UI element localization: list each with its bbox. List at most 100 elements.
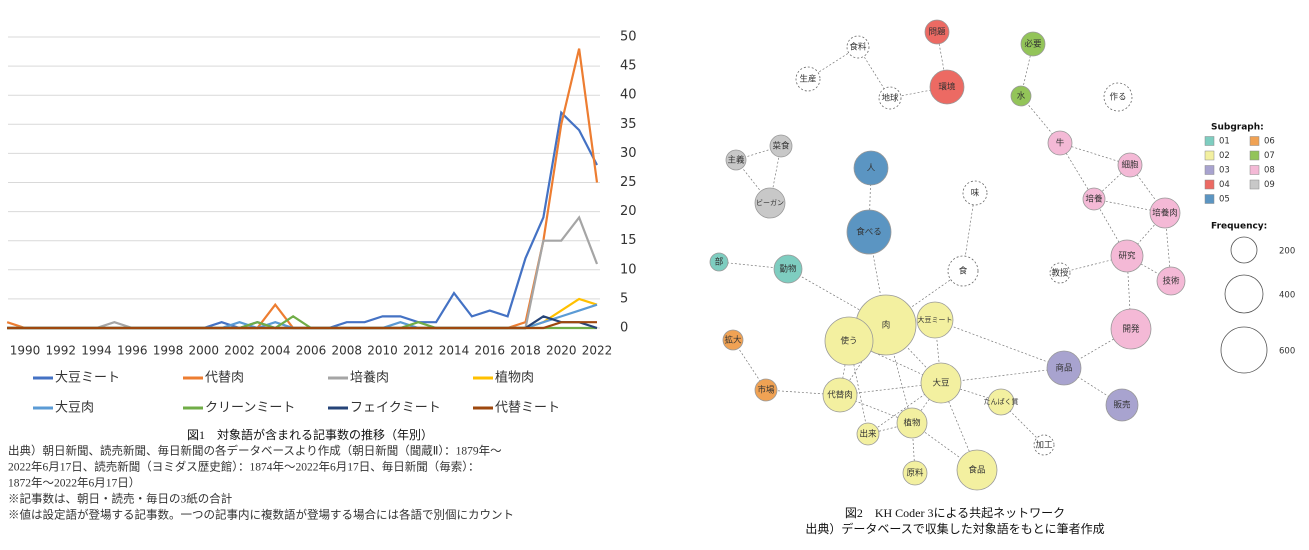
legend-label: 培養肉 [350, 370, 389, 386]
node-label: 動物 [779, 264, 797, 275]
node [846, 35, 870, 59]
node [1110, 308, 1152, 350]
x-tick-label: 1990 [10, 344, 41, 358]
fig2-caption: 図2 KH Coder 3による共起ネットワーク [845, 506, 1065, 520]
legend-swatch [1204, 194, 1215, 204]
note: 2022年6月17日、読売新聞（ヨミダス歴史館）：1874年～2022年6月17… [8, 460, 480, 474]
legend-label: クリーンミート [205, 401, 295, 416]
x-tick-label: 2022 [582, 344, 613, 358]
edge [1093, 198, 1128, 257]
node-label: 販売 [1113, 400, 1131, 411]
node-label: 商品 [1055, 363, 1072, 374]
node [856, 422, 880, 446]
legend-label: 代替肉 [205, 371, 244, 386]
node [902, 460, 928, 486]
node [1156, 266, 1186, 296]
node-label: 水 [1017, 91, 1026, 102]
x-tick-label: 1994 [81, 344, 112, 358]
node [916, 301, 954, 339]
edge [787, 268, 887, 326]
node-label: 環境 [938, 82, 956, 93]
node [754, 187, 786, 219]
legend-label: 05 [1219, 195, 1230, 205]
node [878, 86, 902, 110]
fig1-caption: 図1 対象語が含まれる記事数の推移（年別） [187, 427, 433, 442]
legend-label: 植物肉 [495, 371, 534, 386]
x-tick-label: 2020 [546, 344, 577, 358]
legend-swatch [1249, 165, 1260, 175]
legend-label: 07 [1264, 151, 1275, 161]
y-tick-label: 50 [620, 30, 637, 45]
legend-label: 04 [1219, 180, 1230, 190]
x-tick-label: 1998 [153, 344, 184, 358]
edge [934, 319, 1065, 369]
node [1020, 31, 1046, 57]
legend-label: フェイクミート [350, 401, 441, 416]
node-label: 拡大 [724, 335, 742, 346]
node-label: 加工 [1035, 440, 1053, 451]
frequency-circle [1220, 326, 1268, 374]
node-label: 出来 [859, 429, 877, 440]
node [1149, 197, 1181, 229]
node [962, 180, 988, 206]
node-label: 食品 [968, 465, 985, 476]
node-label: 作る [1109, 92, 1126, 103]
node-label: 必要 [1024, 39, 1042, 50]
y-tick-label: 10 [620, 262, 637, 277]
node-label: 地球 [881, 93, 899, 104]
node [929, 69, 965, 105]
node [846, 209, 892, 255]
legend-swatch [1204, 136, 1215, 146]
y-tick-label: 45 [620, 59, 637, 74]
node [1105, 388, 1139, 422]
x-tick-label: 2016 [474, 344, 505, 358]
frequency-circle [1224, 274, 1264, 314]
node [773, 254, 803, 284]
node-label: 培養 [1085, 194, 1103, 205]
legend-swatch [1249, 136, 1260, 146]
legend-label: 大豆ミート [55, 371, 120, 386]
legend-label: 03 [1219, 166, 1230, 176]
frequency-label: 200 [1279, 247, 1295, 257]
frequency-label: 600 [1279, 347, 1295, 357]
node-label: たんぱく質 [984, 397, 1019, 406]
legend-label: 01 [1219, 137, 1230, 147]
node [853, 150, 889, 186]
node [920, 362, 962, 404]
node [896, 407, 928, 439]
series-line [7, 315, 597, 330]
y-tick-label: 0 [620, 321, 628, 336]
node-label: 教授 [1051, 268, 1069, 279]
frequency-label: 400 [1279, 291, 1295, 301]
node-label: 食料 [849, 42, 867, 53]
node-label: 菜食 [772, 141, 790, 152]
node-label: 食 [959, 266, 968, 277]
node [1103, 82, 1133, 112]
legend-swatch [1204, 165, 1215, 175]
node [1047, 130, 1073, 156]
node [1010, 85, 1032, 107]
legend-label: 大豆肉 [55, 401, 94, 416]
node [769, 134, 793, 158]
node [1046, 350, 1082, 386]
node [795, 66, 821, 92]
node [987, 388, 1015, 416]
node-label: 研究 [1118, 251, 1136, 262]
node [1082, 187, 1106, 211]
node [822, 377, 858, 413]
legend-label: 08 [1264, 166, 1275, 176]
node-label: 食べる [856, 227, 882, 238]
y-tick-label: 35 [620, 117, 637, 132]
node [1117, 152, 1143, 178]
y-tick-label: 20 [620, 204, 637, 219]
node-label: 大豆 [932, 378, 949, 389]
series-line [7, 321, 597, 330]
series-line [7, 110, 598, 330]
legend-swatch [1204, 179, 1215, 190]
note: ※記事数は、朝日・読売・毎日の3紙の合計 [8, 492, 232, 506]
node [754, 378, 778, 402]
node [947, 255, 979, 287]
node-label: 代替肉 [827, 390, 853, 401]
node [924, 19, 950, 45]
